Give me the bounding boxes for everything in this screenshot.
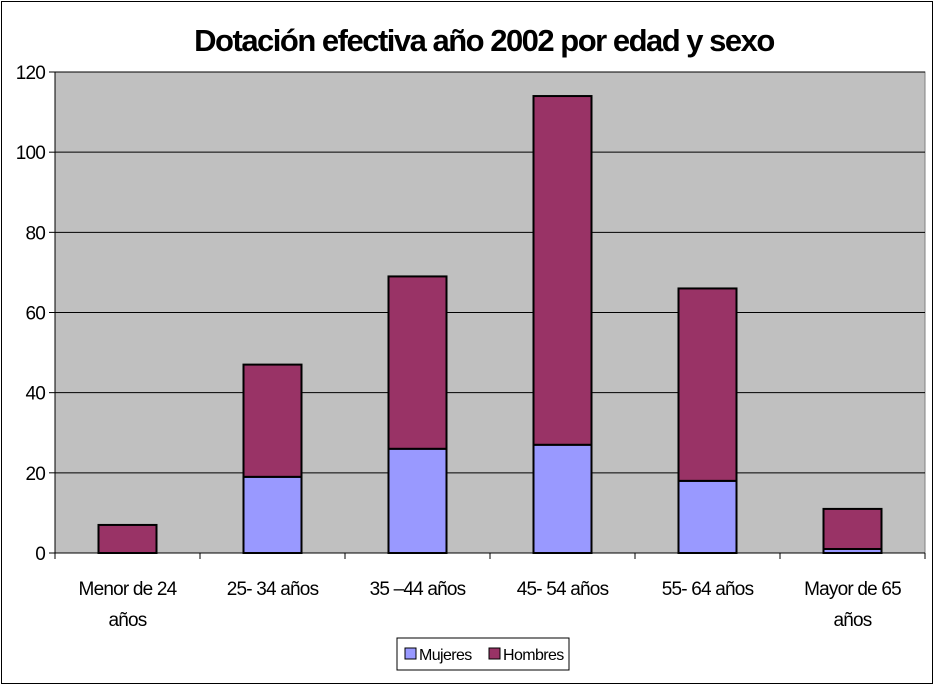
legend-swatch-hombres [488, 647, 501, 660]
legend-swatch-mujeres [404, 647, 417, 660]
x-tick-label: Menor de 24 [79, 579, 178, 600]
chart-title: Dotación efectiva año 2002 por edad y se… [194, 23, 774, 58]
x-tick-label: 35 –44 años [370, 579, 466, 600]
x-tick-label: 25- 34 años [227, 579, 319, 600]
x-tick-label: años [833, 610, 871, 631]
y-tick-label: 100 [16, 143, 46, 164]
legend-box [396, 637, 570, 671]
bar-mujeres [677, 479, 738, 555]
x-tick-label: 45- 54 años [517, 579, 609, 600]
y-tick-label: 120 [16, 63, 46, 84]
bar-mujeres [242, 475, 303, 555]
x-tick-label: años [108, 610, 146, 631]
bar-hombres [242, 363, 303, 478]
bar-hombres [532, 95, 593, 446]
bar-mujeres [387, 447, 448, 554]
legend-label-mujeres: Mujeres [419, 647, 472, 664]
y-tick-label: 60 [25, 304, 45, 325]
y-tick-label: 80 [25, 223, 45, 244]
y-tick-label: 20 [25, 464, 45, 485]
bar-hombres [97, 523, 158, 554]
x-tick-label: 55- 64 años [662, 579, 754, 600]
legend-label-hombres: Hombres [503, 647, 564, 664]
bar-hombres [677, 287, 738, 482]
bar-hombres [822, 507, 883, 550]
x-tick-label: Mayor de 65 [804, 579, 901, 600]
bar-hombres [387, 275, 448, 450]
legend: Mujeres Hombres [396, 637, 570, 671]
plot-area: 0 20 40 60 80 100 120 Menor de 24 años 25- 34 año… [16, 63, 926, 631]
bar-mujeres [532, 443, 593, 554]
y-tick-label: 40 [25, 384, 45, 405]
y-tick-label: 0 [35, 544, 45, 565]
